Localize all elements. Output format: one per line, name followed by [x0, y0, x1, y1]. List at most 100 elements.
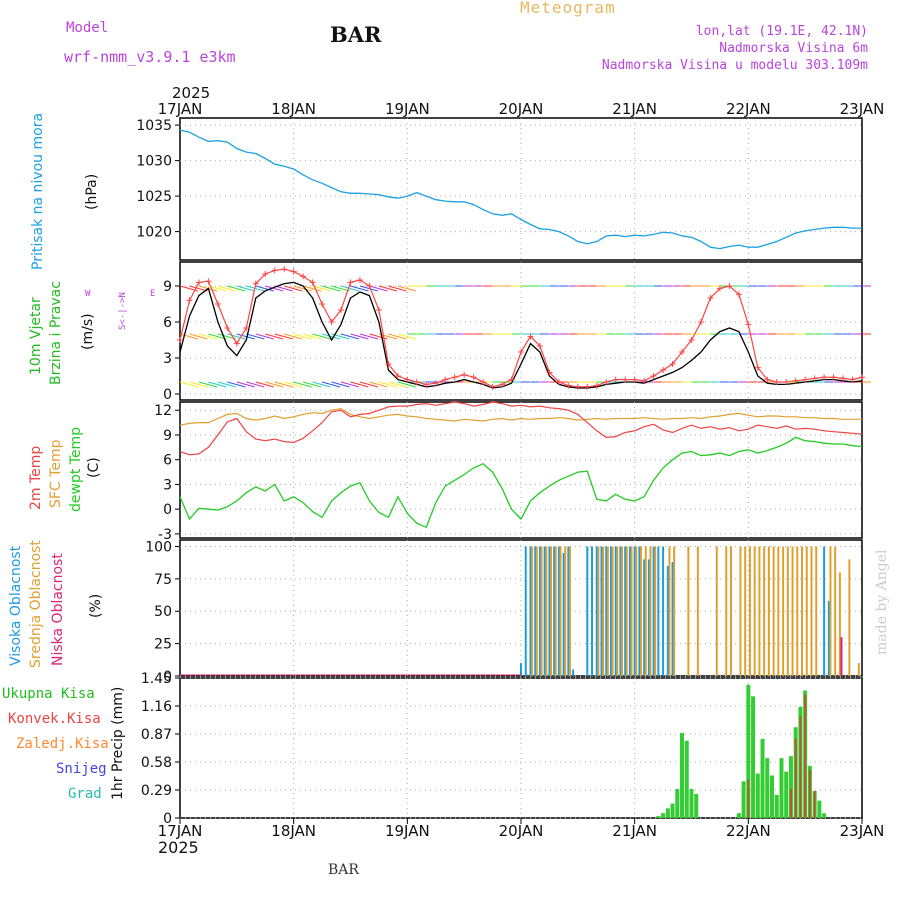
wind-direction-arrow: [369, 381, 388, 388]
ytick-label-temperature: -3: [158, 527, 172, 543]
wind-direction-arrow: [246, 333, 265, 340]
wind-gust-marker: [660, 367, 667, 373]
wind-gust-marker: [821, 374, 828, 381]
precip-total-bar: [817, 800, 822, 818]
xtick-label-bottom: 22JAN: [726, 822, 771, 840]
wind-gust-marker: [356, 277, 363, 283]
temp2m-line: [179, 401, 863, 456]
elevation: Nadmorska Visina 6m: [719, 41, 868, 56]
wind-gust-marker: [214, 301, 221, 307]
wind-gust-marker: [584, 383, 591, 390]
wind-gust-marker: [840, 375, 847, 382]
ytick-label-wind: 0: [163, 387, 172, 403]
pressure-line: [179, 129, 862, 250]
precip-total-bar: [755, 773, 760, 818]
xtick-label-bottom: 18JAN: [271, 822, 316, 840]
precip-total-bar: [656, 816, 661, 818]
wind-gust-marker: [811, 375, 818, 382]
wind-gust-marker: [754, 364, 761, 371]
wind-gust-marker: [859, 374, 865, 381]
wind-gust-marker: [518, 349, 524, 355]
precip-conv-bar: [799, 716, 802, 818]
precip-total-bar: [680, 733, 685, 818]
precip-total-bar: [661, 813, 666, 818]
xtick-label-top: 20JAN: [499, 100, 544, 118]
wind-gust-marker: [527, 333, 534, 340]
ytick-label-precip: 0.58: [141, 755, 172, 771]
wind-gust-marker: [669, 361, 676, 367]
precip-total-bar: [751, 696, 756, 818]
wind-gust-marker: [792, 377, 799, 384]
wind-direction-arrow: [179, 381, 199, 388]
precip-total-bar: [736, 813, 741, 818]
precip-legend-snow: Snijeg: [56, 761, 107, 777]
wind-gust-marker: [338, 307, 345, 313]
precip-total-bar: [770, 775, 775, 818]
xtick-label-bottom: 19JAN: [385, 822, 430, 840]
wind-direction-arrow: [397, 381, 416, 388]
precip-total-bar: [784, 771, 789, 818]
wind-direction-arrow: [255, 381, 274, 388]
wind-direction-arrow: [274, 285, 293, 292]
wind-gust-marker: [745, 321, 752, 328]
wind-gust-marker: [233, 340, 240, 347]
wind-gust-marker: [252, 280, 259, 287]
wind-gust-marker: [404, 376, 411, 383]
wind-direction-arrow: [321, 381, 341, 388]
wind-gust-marker: [413, 379, 420, 385]
precip-total-bar: [665, 808, 670, 818]
wind-direction-arrow: [255, 333, 274, 340]
wind-gust-marker: [366, 283, 373, 289]
wind-direction-arrow: [397, 285, 416, 292]
wind-direction-arrow: [369, 333, 388, 340]
precip-total-bar: [684, 740, 689, 818]
wind-gust-marker: [764, 376, 771, 383]
wind-gust-marker: [186, 297, 193, 304]
wind-direction-arrow: [369, 285, 388, 292]
precip-total-bar: [689, 789, 694, 818]
wind-gust-marker: [631, 376, 638, 383]
wind-direction-arrow: [321, 285, 341, 292]
wind-gust-marker: [385, 361, 392, 367]
wind-gust-marker: [849, 376, 856, 383]
wind-gust-marker: [347, 279, 354, 286]
wind-gust-marker: [470, 374, 477, 381]
ytick-label-pressure: 1025: [136, 189, 172, 205]
precip-conv-bar: [813, 790, 816, 818]
xtick-label-top: 19JAN: [385, 100, 430, 118]
wind-direction-arrow: [227, 333, 246, 340]
precip-conv-bar: [808, 769, 811, 818]
wind-direction-arrow: [227, 381, 246, 388]
wind-gust-marker: [224, 325, 231, 331]
wind-gust-marker: [679, 349, 686, 355]
wind-gust-marker: [508, 376, 515, 383]
model-label: Model: [66, 20, 109, 36]
wind-direction-arrow: [293, 285, 312, 292]
wind-direction-arrow: [208, 333, 227, 340]
precip-total-bar: [741, 781, 746, 818]
wind-direction-arrow: [236, 333, 255, 340]
precip-total-bar: [760, 738, 765, 818]
wind-gust-marker: [432, 380, 439, 387]
wind-direction-arrow: [217, 285, 237, 292]
precip-total-bar: [746, 684, 751, 818]
wind-gust-marker: [451, 374, 458, 381]
wind-gust-marker: [735, 291, 742, 298]
wind-direction-arrow: [303, 333, 322, 340]
station-title: BAR: [330, 22, 382, 47]
wind-gust-marker: [688, 337, 695, 343]
wind-gust-marker: [489, 383, 496, 390]
precip-conv-bar: [789, 789, 792, 818]
wind-direction-arrow: [397, 333, 416, 340]
sfc-temp-line: [179, 407, 862, 426]
wind-gust-marker: [622, 376, 629, 383]
wind-gust-marker: [802, 376, 809, 383]
year-bottom: 2025: [158, 838, 199, 857]
dewpt-line: [179, 436, 863, 529]
ytick-label-wind: 3: [163, 351, 172, 367]
precip-legend-conv: Konvek.Kisa: [8, 711, 101, 727]
xtick-label-top: 18JAN: [271, 100, 316, 118]
wind-gust-marker: [195, 279, 202, 286]
wind-gust-marker: [546, 369, 553, 376]
wind-gust-marker: [707, 295, 714, 301]
